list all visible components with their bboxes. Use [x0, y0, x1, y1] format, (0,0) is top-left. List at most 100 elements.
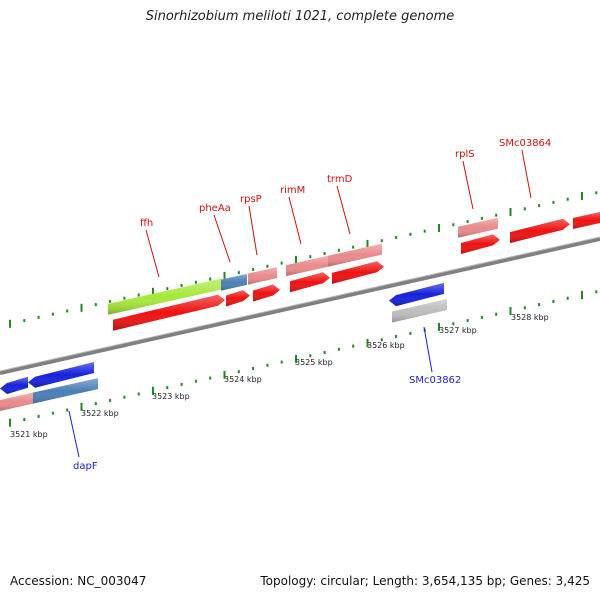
minor-tick	[252, 366, 255, 370]
gene-rimM-block[interactable]	[286, 255, 328, 277]
minor-tick	[209, 277, 212, 281]
minor-tick	[566, 296, 569, 300]
minor-tick	[495, 213, 498, 217]
minor-tick	[323, 351, 326, 355]
minor-tick	[566, 197, 569, 201]
gene-labels: ffh pheAa rpsP rimM trmD rplS SMc03864 S…	[73, 138, 551, 472]
minor-tick	[266, 363, 269, 367]
gene-SMc03862[interactable]	[389, 282, 444, 307]
leader-SMc03864	[521, 149, 532, 199]
gene-pheAa[interactable]	[226, 290, 250, 307]
scale-label-3521: 3521 kbp	[10, 430, 48, 439]
major-tick	[366, 239, 369, 248]
gene-dapF[interactable]	[28, 362, 94, 388]
major-tick	[9, 319, 11, 328]
major-tick	[581, 192, 583, 201]
minor-tick	[51, 411, 54, 415]
gene-rpsP[interactable]	[253, 284, 280, 302]
gene-label-SMc03864[interactable]: SMc03864	[499, 138, 551, 149]
major-tick	[438, 223, 440, 232]
minor-tick	[252, 267, 255, 271]
minor-tick	[409, 331, 412, 335]
minor-tick	[452, 322, 455, 326]
gene-ffh[interactable]	[113, 294, 225, 331]
gene-trmD-block[interactable]	[328, 243, 382, 267]
gene-label-trmD[interactable]: trmD	[327, 174, 353, 185]
gene-label-leaders	[68, 149, 532, 458]
gene-ffh-highlight[interactable]	[108, 278, 222, 315]
gene-label-ffh[interactable]: ffh	[140, 218, 153, 229]
major-tick	[9, 418, 11, 427]
gene-features	[0, 212, 600, 411]
major-tick	[366, 338, 369, 347]
major-tick	[152, 287, 154, 296]
gene-SMc03862-block[interactable]	[392, 299, 447, 323]
gene-prev-block[interactable]	[0, 392, 33, 411]
minor-tick	[123, 296, 126, 300]
gene-trmD[interactable]	[332, 261, 384, 284]
scale-label-3523: 3523 kbp	[152, 392, 190, 401]
gene-rplS-block[interactable]	[458, 217, 498, 238]
gene-SMc03864[interactable]	[510, 218, 570, 244]
minor-tick	[352, 344, 355, 348]
gene-label-rplS[interactable]: rplS	[455, 149, 475, 160]
minor-tick	[595, 191, 598, 195]
major-tick	[509, 306, 512, 315]
minor-tick	[194, 379, 197, 383]
minor-tick	[109, 299, 112, 303]
minor-tick	[66, 309, 69, 313]
genome-summary-text: Topology: circular; Length: 3,654,135 bp…	[260, 574, 590, 588]
minor-tick	[280, 360, 283, 364]
accession-text: Accession: NC_003047	[10, 574, 147, 588]
major-tick	[80, 303, 83, 312]
major-tick	[223, 271, 226, 280]
gene-prev-reverse[interactable]	[0, 376, 28, 394]
major-tick	[152, 386, 154, 395]
scale-label-3526: 3526 kbp	[367, 341, 405, 350]
minor-tick	[323, 252, 326, 256]
minor-tick	[495, 312, 498, 316]
gene-rplS[interactable]	[461, 234, 500, 255]
genome-title: Sinorhizobium meliloti 1021, complete ge…	[145, 9, 455, 24]
leader-dapF	[68, 410, 80, 458]
minor-tick	[309, 255, 312, 259]
minor-tick	[466, 319, 469, 323]
gene-label-dapF[interactable]: dapF	[73, 461, 98, 472]
leader-trmD	[336, 185, 351, 235]
minor-tick	[137, 392, 140, 396]
minor-tick	[94, 402, 97, 406]
gene-next-forward[interactable]	[573, 212, 600, 230]
minor-tick	[538, 204, 541, 208]
leader-SMc03862	[423, 326, 433, 373]
gene-pheAa-block[interactable]	[221, 273, 247, 291]
major-tick	[295, 255, 297, 264]
leader-rplS	[462, 160, 474, 210]
minor-tick	[109, 398, 112, 402]
reverse-tick-track	[9, 290, 598, 427]
gene-dapF-block[interactable]	[30, 378, 98, 405]
gene-rimM[interactable]	[290, 272, 330, 293]
minor-tick	[380, 239, 383, 243]
scale-tick-tracks	[9, 191, 598, 427]
gene-label-rpsP[interactable]: rpsP	[240, 194, 262, 205]
minor-tick	[337, 248, 340, 252]
minor-tick	[538, 303, 541, 307]
gene-label-rimM[interactable]: rimM	[280, 185, 305, 196]
minor-tick	[452, 223, 455, 227]
minor-tick	[266, 264, 269, 268]
minor-tick	[123, 395, 126, 399]
leader-rimM	[288, 196, 302, 245]
gene-label-SMc03862[interactable]: SMc03862	[409, 375, 461, 386]
leader-rpsP	[248, 205, 258, 256]
minor-tick	[337, 347, 340, 351]
gene-rpsP-block[interactable]	[248, 267, 277, 285]
gene-label-pheAa[interactable]: pheAa	[199, 203, 231, 214]
major-tick	[581, 291, 583, 300]
minor-tick	[309, 354, 312, 358]
leader-ffh	[145, 229, 160, 278]
minor-tick	[523, 207, 526, 211]
minor-tick	[23, 319, 26, 323]
minor-tick	[595, 290, 598, 294]
minor-tick	[395, 236, 398, 240]
